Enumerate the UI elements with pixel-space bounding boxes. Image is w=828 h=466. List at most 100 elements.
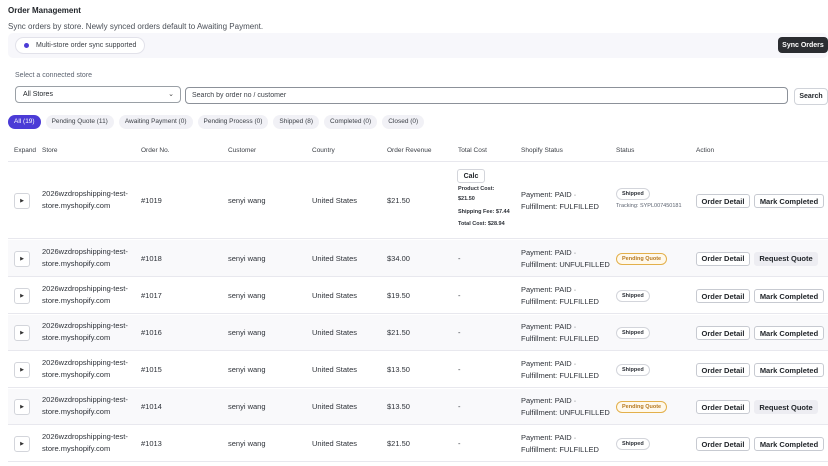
country: United States <box>312 439 358 448</box>
order-number: #1018 <box>141 253 162 263</box>
mark-completed-button[interactable]: Mark Completed <box>754 326 824 340</box>
column-header-revenue: Order Revenue <box>387 147 432 154</box>
total-cost: Total Cost: $28.94 <box>458 221 505 227</box>
page-subtitle: Sync orders by store. Newly synced order… <box>8 22 264 31</box>
total-cost: - <box>458 253 461 263</box>
column-header-store: Store <box>42 147 58 154</box>
tab-0[interactable]: All (19) <box>8 115 41 129</box>
mark-completed-button[interactable]: Mark Completed <box>754 437 824 451</box>
status-badge: Shipped <box>616 438 650 450</box>
table-row: ▶ 2026wzdropshipping-test-store.myshopify… <box>8 240 828 277</box>
status-tabs: All (19) Pending Quote (11) Awaiting Payme… <box>8 115 425 129</box>
payment-status: Payment: PAID · <box>521 396 577 405</box>
mark-completed-button[interactable]: Mark Completed <box>754 363 824 377</box>
total-cost: - <box>458 291 461 300</box>
expand-button[interactable]: ▶ <box>14 193 30 209</box>
store-line-2: store.myshopify.com <box>42 370 111 379</box>
order-detail-button[interactable]: Order Detail <box>696 194 750 208</box>
sync-orders-button[interactable]: Sync Orders <box>778 37 828 53</box>
order-revenue: $34.00 <box>387 253 410 263</box>
order-revenue: $19.50 <box>387 291 410 300</box>
order-detail-button[interactable]: Order Detail <box>696 326 750 340</box>
request-quote-button[interactable]: Request Quote <box>754 251 818 266</box>
order-detail-button[interactable]: Order Detail <box>696 289 750 303</box>
sync-banner: Multi-store order sync supported Sync Or… <box>8 33 828 58</box>
status-badge: Pending Quote <box>616 401 668 413</box>
table-row: ▶ 2026wzdropshipping-test-store.myshopify… <box>8 426 828 462</box>
expand-button[interactable]: ▶ <box>14 250 30 267</box>
order-revenue: $21.50 <box>387 439 410 448</box>
table-header: Expand Store Order No. Customer Country … <box>8 140 828 162</box>
store-line-2: store.myshopify.com <box>42 407 111 416</box>
expand-button[interactable]: ▶ <box>14 362 30 378</box>
column-header-customer: Customer <box>228 147 257 154</box>
tracking-number: Tracking: SYPL007450181 <box>616 203 682 209</box>
fulfillment-status: Fulfillment: UNFULFILLED <box>521 259 610 269</box>
store-select[interactable]: All Stores ⌄ <box>15 86 181 103</box>
table-row: ▶ 2026wzdropshipping-test-store.myshopify… <box>8 315 828 351</box>
fulfillment-status: Fulfillment: FULFILLED <box>521 297 599 306</box>
country: United States <box>312 253 358 263</box>
page-title: Order Management <box>8 6 81 15</box>
store-line-2: store.myshopify.com <box>42 296 111 305</box>
tab-5[interactable]: Completed (0) <box>324 115 378 129</box>
customer-name: senyi wang <box>228 402 266 411</box>
expand-button[interactable]: ▶ <box>14 399 30 415</box>
product-cost-value: $21.50 <box>458 196 475 202</box>
store-line-1: 2026wzdropshipping-test- <box>42 358 128 367</box>
store-line-1: 2026wzdropshipping-test- <box>42 321 128 330</box>
status-badge: Shipped <box>616 364 650 376</box>
fulfillment-status: Fulfillment: FULFILLED <box>521 371 599 380</box>
product-cost-label: Product Cost: <box>458 186 495 192</box>
table-row: ▶ 2026wzdropshipping-test-store.myshopify… <box>8 163 828 239</box>
store-line-1: 2026wzdropshipping-test- <box>42 284 128 293</box>
order-detail-button[interactable]: Order Detail <box>696 363 750 377</box>
country: United States <box>312 402 358 411</box>
multi-store-pill-label: Multi-store order sync supported <box>36 42 137 49</box>
tab-6[interactable]: Closed (0) <box>382 115 425 129</box>
total-cost: - <box>458 365 461 374</box>
order-detail-button[interactable]: Order Detail <box>696 251 750 266</box>
store-line-1: 2026wzdropshipping-test- <box>42 395 128 404</box>
order-revenue: $13.50 <box>387 402 410 411</box>
expand-button[interactable]: ▶ <box>14 436 30 452</box>
table-row: ▶ 2026wzdropshipping-test-store.myshopify… <box>8 352 828 388</box>
fulfillment-status: Fulfillment: UNFULFILLED <box>521 408 610 417</box>
customer-name: senyi wang <box>228 291 266 300</box>
expand-button[interactable]: ▶ <box>14 288 30 304</box>
order-number: #1013 <box>141 439 162 448</box>
total-cost: - <box>458 402 461 411</box>
customer-name: senyi wang <box>228 196 266 205</box>
order-number: #1019 <box>141 196 162 205</box>
customer-name: senyi wang <box>228 253 266 263</box>
customer-name: senyi wang <box>228 439 266 448</box>
order-number: #1014 <box>141 402 162 411</box>
column-header-country: Country <box>312 147 335 154</box>
store-line-2: store.myshopify.com <box>42 258 111 268</box>
search-input[interactable] <box>185 87 788 104</box>
search-button[interactable]: Search <box>794 88 828 105</box>
tab-4[interactable]: Shipped (8) <box>273 115 320 129</box>
request-quote-button[interactable]: Request Quote <box>754 400 818 414</box>
status-badge: Shipped <box>616 290 650 302</box>
country: United States <box>312 328 358 337</box>
column-header-total-cost: Total Cost <box>458 147 487 154</box>
order-detail-button[interactable]: Order Detail <box>696 400 750 414</box>
calc-button[interactable]: Calc <box>457 169 485 183</box>
country: United States <box>312 365 358 374</box>
order-revenue: $21.50 <box>387 328 410 337</box>
tab-2[interactable]: Awaiting Payment (0) <box>118 115 193 129</box>
order-detail-button[interactable]: Order Detail <box>696 437 750 451</box>
tab-1[interactable]: Pending Quote (11) <box>45 115 114 129</box>
fulfillment-status: Fulfillment: FULFILLED <box>521 334 599 343</box>
status-badge: Shipped <box>616 188 650 200</box>
mark-completed-button[interactable]: Mark Completed <box>754 194 824 208</box>
column-header-action: Action <box>696 147 715 154</box>
customer-name: senyi wang <box>228 365 266 374</box>
tab-3[interactable]: Pending Process (0) <box>197 115 269 129</box>
mark-completed-button[interactable]: Mark Completed <box>754 289 824 303</box>
store-line-2: store.myshopify.com <box>42 333 111 342</box>
store-line-1: 2026wzdropshipping-test- <box>42 432 128 441</box>
expand-button[interactable]: ▶ <box>14 325 30 341</box>
payment-status: Payment: PAID · <box>521 247 577 257</box>
